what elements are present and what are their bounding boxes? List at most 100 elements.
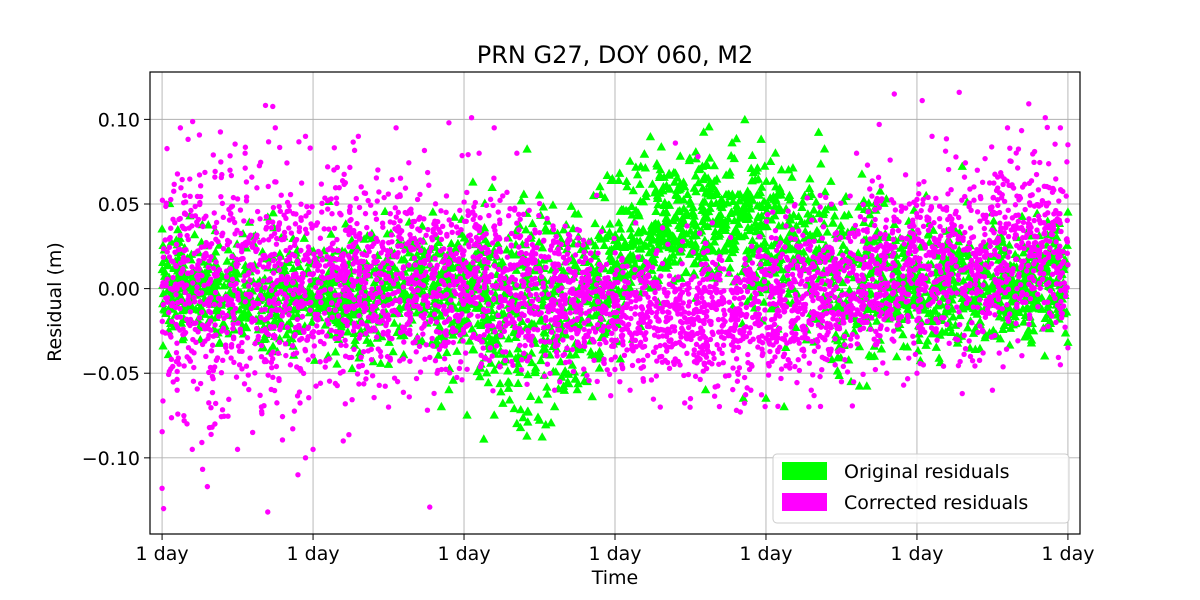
original-residual-point	[829, 211, 840, 220]
corrected-residual-point	[321, 287, 328, 293]
original-residual-point	[827, 354, 837, 364]
original-residual-point	[230, 268, 240, 277]
original-residual-point	[158, 288, 169, 298]
original-residual-point	[332, 359, 342, 368]
original-residual-point	[417, 335, 427, 345]
original-residual-point	[885, 292, 896, 301]
original-residual-point	[994, 312, 1005, 321]
original-residual-point	[655, 188, 665, 197]
corrected-residual-point	[458, 359, 464, 365]
original-residual-point	[698, 183, 708, 192]
original-residual-point	[752, 163, 763, 172]
corrected-residual-point	[276, 290, 282, 296]
original-residual-point	[814, 228, 824, 237]
original-residual-point	[698, 197, 708, 206]
corrected-residual-point	[1003, 346, 1010, 352]
corrected-residual-point	[1020, 219, 1027, 226]
corrected-residual-point	[420, 331, 426, 337]
original-residual-point	[210, 247, 221, 256]
original-residual-point	[770, 148, 781, 157]
corrected-residual-point	[707, 336, 714, 343]
corrected-residual-point	[768, 257, 775, 263]
corrected-residual-point	[1005, 233, 1012, 240]
corrected-residual-point	[376, 382, 382, 388]
original-residual-point	[1005, 340, 1015, 349]
original-residual-point	[709, 160, 719, 170]
original-residual-point	[714, 246, 724, 256]
corrected-residual-point	[322, 263, 329, 269]
original-residual-point	[428, 207, 438, 216]
corrected-residual-point	[916, 191, 922, 197]
corrected-residual-point	[502, 357, 508, 364]
original-residual-point	[483, 296, 494, 305]
corrected-residual-point	[438, 208, 444, 214]
original-residual-point	[1037, 293, 1047, 302]
corrected-residual-point	[254, 232, 260, 238]
corrected-residual-point	[680, 343, 687, 349]
corrected-residual-point	[612, 354, 618, 360]
original-residual-point	[600, 192, 610, 202]
original-residual-point	[502, 245, 512, 254]
original-residual-point	[903, 304, 913, 313]
original-residual-point	[656, 262, 666, 272]
original-residual-point	[465, 261, 475, 270]
original-residual-point	[456, 229, 467, 238]
original-residual-point	[984, 327, 995, 337]
corrected-residual-point	[1031, 159, 1037, 165]
corrected-residual-point	[347, 164, 353, 171]
original-residual-point	[704, 153, 715, 162]
corrected-residual-point	[380, 303, 387, 309]
corrected-residual-point	[268, 307, 275, 314]
corrected-residual-point	[181, 284, 187, 291]
original-residual-point	[523, 417, 533, 426]
corrected-residual-point	[412, 262, 419, 268]
original-residual-point	[615, 224, 626, 233]
original-residual-point	[698, 127, 709, 136]
corrected-residual-point	[182, 289, 188, 296]
corrected-residual-point	[380, 260, 386, 266]
original-residual-point	[621, 176, 632, 185]
original-residual-point	[693, 252, 704, 261]
original-residual-point	[928, 225, 939, 234]
original-residual-point	[723, 214, 734, 223]
corrected-residual-point	[832, 294, 838, 301]
corrected-residual-point	[1014, 165, 1021, 171]
original-residual-point	[511, 332, 521, 341]
original-residual-point	[770, 201, 780, 210]
corrected-residual-point	[166, 244, 173, 251]
original-residual-point	[731, 133, 742, 143]
corrected-residual-point	[542, 352, 549, 358]
corrected-residual-point	[746, 266, 753, 272]
corrected-residual-point	[426, 182, 432, 188]
original-residual-point	[742, 198, 753, 208]
corrected-residual-point	[258, 354, 265, 360]
original-residual-point	[511, 265, 522, 274]
original-residual-point	[697, 161, 708, 170]
corrected-residual-point	[525, 317, 531, 324]
corrected-residual-point	[388, 232, 395, 238]
corrected-residual-point	[249, 218, 255, 225]
corrected-residual-point	[881, 292, 888, 299]
corrected-residual-point	[944, 262, 950, 268]
original-residual-point	[834, 370, 844, 379]
corrected-residual-point	[644, 352, 651, 359]
corrected-residual-point	[470, 260, 476, 266]
original-residual-point	[664, 257, 674, 266]
original-residual-point	[1004, 303, 1015, 312]
original-residual-point	[1020, 332, 1030, 341]
original-residual-point	[714, 231, 724, 240]
original-residual-point	[177, 334, 188, 344]
original-residual-point	[367, 233, 377, 243]
original-residual-point	[638, 224, 648, 233]
corrected-residual-point	[769, 209, 776, 215]
corrected-residual-point	[523, 241, 530, 248]
corrected-residual-point	[495, 312, 501, 319]
original-residual-point	[914, 335, 924, 344]
original-residual-point	[760, 161, 770, 170]
corrected-residual-point	[414, 196, 421, 203]
original-residual-point	[676, 273, 686, 282]
original-residual-point	[625, 224, 636, 233]
original-residual-point	[561, 368, 571, 377]
original-residual-point	[420, 305, 430, 314]
original-residual-point	[599, 240, 609, 249]
